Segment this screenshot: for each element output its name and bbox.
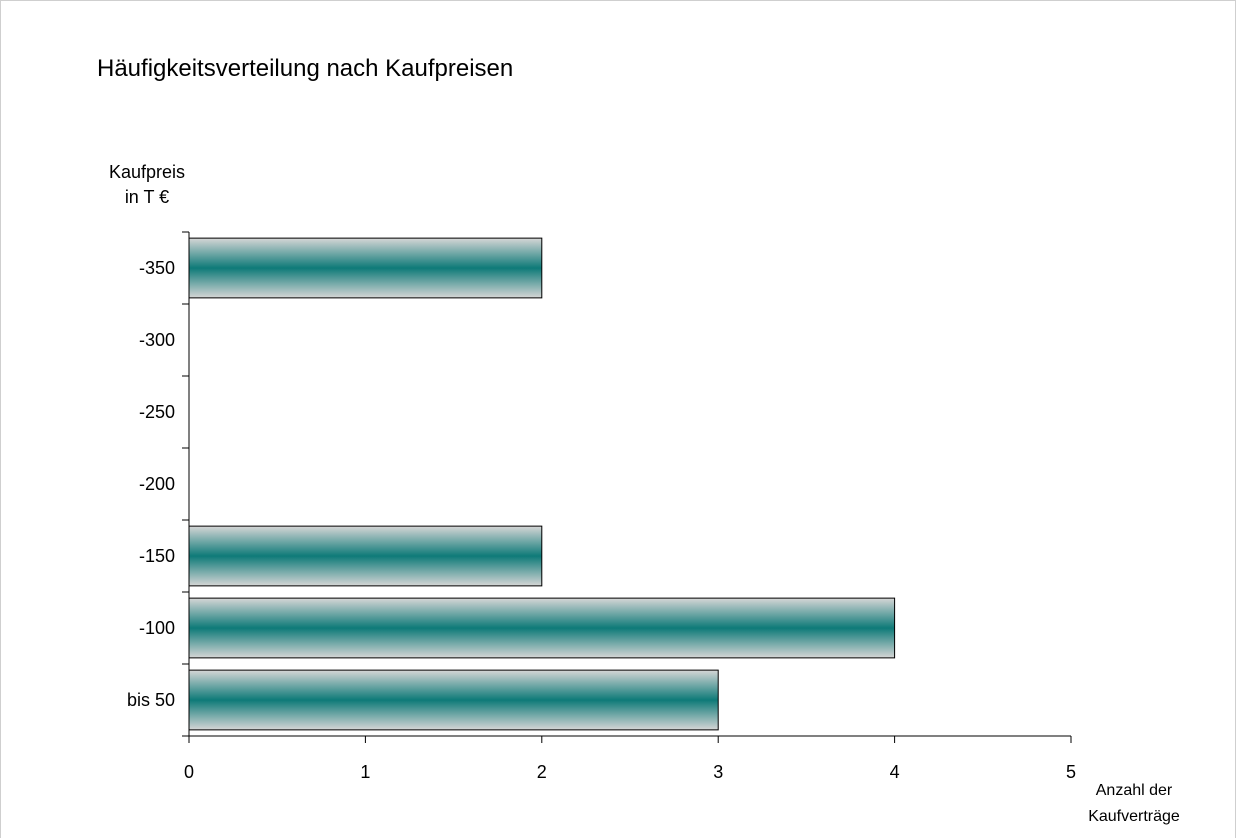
y-tick-label: -150: [139, 546, 175, 566]
ticks-group: -350 -300 -250 -200 -150 -100 bis 50 0 1 2 3 4 5: [127, 231, 1076, 782]
y-tick-label: -200: [139, 474, 175, 494]
x-tick-label: 5: [1066, 762, 1076, 782]
x-axis-label-line-2: Kaufverträge: [1088, 808, 1180, 825]
y-axis-label-line-2: in T €: [125, 187, 169, 207]
bar--100: [188, 597, 896, 659]
x-tick-label: 3: [713, 762, 723, 782]
x-axis-label-line-1: Anzahl der: [1096, 782, 1173, 799]
x-tick-label: 4: [890, 762, 900, 782]
y-tick-label: bis 50: [127, 690, 175, 710]
bar--350: [188, 237, 543, 299]
x-tick-label: 2: [537, 762, 547, 782]
y-tick-label: -300: [139, 330, 175, 350]
y-tick-label: -350: [139, 258, 175, 278]
y-tick-label: -100: [139, 618, 175, 638]
y-tick-label: -250: [139, 402, 175, 422]
x-tick-label: 1: [360, 762, 370, 782]
x-tick-label: 0: [184, 762, 194, 782]
y-axis-label-line-1: Kaufpreis: [109, 162, 185, 182]
chart-title: Häufigkeitsverteilung nach Kaufpreisen: [97, 55, 513, 82]
bars-group: [188, 237, 896, 731]
bar--150: [188, 525, 543, 587]
bar-bis-50: [188, 669, 719, 731]
